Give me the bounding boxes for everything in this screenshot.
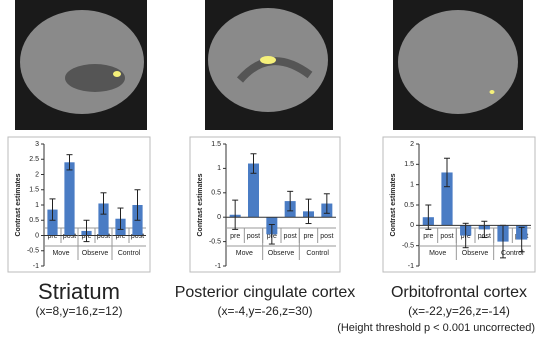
y-tick-label: 0 <box>410 222 414 229</box>
chart-title: Posterior cingulate cortex <box>175 284 356 301</box>
chart-subtitle: (x=-22,y=26,z=-14) <box>408 304 510 318</box>
figure: (Height threshold p < 0.001 uncorrected)… <box>0 0 541 341</box>
group-label: Move <box>429 250 446 257</box>
group-label: Move <box>52 250 69 257</box>
y-tick-label: 2 <box>410 141 414 148</box>
y-tick-label: 1.5 <box>211 141 221 148</box>
group-label: Observe <box>82 250 109 257</box>
y-tick-label: -0.5 <box>209 238 221 245</box>
brain-image <box>15 0 147 130</box>
group-label: Control <box>501 250 524 257</box>
y-tick-label: 1.5 <box>404 161 414 168</box>
y-tick-label: 1 <box>410 182 414 189</box>
y-axis-label: Contrast estimates <box>390 173 397 236</box>
bar <box>64 162 74 235</box>
brain-image <box>393 0 523 130</box>
chart-title: Orbitofrontal cortex <box>391 284 527 301</box>
y-tick-label: 0.5 <box>29 217 39 224</box>
y-axis-label: Contrast estimates <box>15 173 22 236</box>
y-tick-label: 2.5 <box>29 156 39 163</box>
y-axis-label: Contrast estimates <box>197 173 204 236</box>
y-tick-label: -1 <box>215 263 221 270</box>
y-tick-label: 0.5 <box>211 190 221 197</box>
chart-subtitle: (x=8,y=16,z=12) <box>35 304 122 318</box>
y-tick-label: -0.5 <box>27 248 39 255</box>
x-tick-label: pre <box>230 233 240 240</box>
brain-image <box>205 0 333 130</box>
group-label: Move <box>236 250 253 257</box>
y-tick-label: 3 <box>35 141 39 148</box>
y-tick-label: 0 <box>217 214 221 221</box>
footnote: (Height threshold p < 0.001 uncorrected) <box>337 322 535 334</box>
y-tick-label: -1 <box>33 263 39 270</box>
x-tick-label: pre <box>303 233 313 240</box>
y-tick-label: 1.5 <box>29 187 39 194</box>
x-tick-label: post <box>284 233 297 240</box>
chart-title: Striatum <box>38 279 120 304</box>
x-tick-label: post <box>247 233 260 240</box>
y-tick-label: 2 <box>35 171 39 178</box>
group-label: Control <box>306 250 329 257</box>
y-tick-label: 1 <box>35 202 39 209</box>
group-label: Observe <box>268 250 295 257</box>
y-tick-label: 1 <box>217 165 221 172</box>
y-tick-label: 0.5 <box>404 202 414 209</box>
x-tick-label: post <box>320 233 333 240</box>
chart-subtitle: (x=-4,y=-26,z=30) <box>217 304 312 318</box>
x-tick-label: post <box>440 233 453 240</box>
y-tick-label: -0.5 <box>402 243 414 250</box>
group-label: Control <box>118 250 141 257</box>
chart: Contrast estimates-1-0.500.511.522.53pre… <box>8 137 150 318</box>
y-tick-label: 0 <box>35 232 39 239</box>
x-tick-label: pre <box>423 233 433 240</box>
group-label: Observe <box>462 250 489 257</box>
y-tick-label: -1 <box>408 263 414 270</box>
